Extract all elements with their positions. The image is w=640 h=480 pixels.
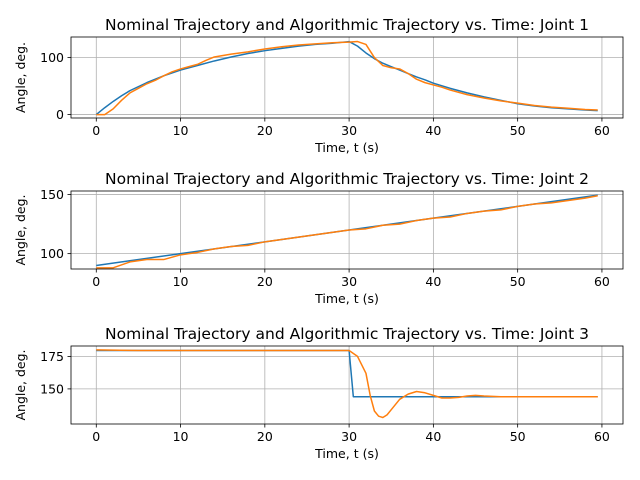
x-tick-label: 10 [173, 123, 189, 138]
series-line-2 [96, 349, 598, 419]
x-tick-label: 10 [173, 274, 189, 289]
y-axis-label: Angle, deg. [13, 194, 28, 265]
x-axis-label: Time, t (s) [314, 291, 379, 306]
plot-frame [70, 345, 624, 425]
x-axis-label: Time, t (s) [314, 140, 379, 155]
y-tick-label: 0 [56, 107, 64, 122]
x-tick-label: 30 [341, 274, 357, 289]
chart-title: Nominal Trajectory and Algorithmic Traje… [105, 170, 589, 188]
plot-frame [70, 36, 624, 119]
x-tick-label: 60 [594, 274, 610, 289]
plot-frame [70, 190, 624, 270]
y-tick-label: 150 [40, 381, 64, 396]
x-tick-label: 50 [510, 429, 526, 444]
x-tick-label: 20 [257, 429, 273, 444]
y-axis-label: Angle, deg. [13, 42, 28, 113]
x-tick-label: 40 [425, 429, 441, 444]
x-tick-label: 30 [341, 429, 357, 444]
subplot-2: 0 10 20 30 40 50 60 100 150 Nominal Trajectory an… [13, 170, 624, 306]
x-tick-label: 0 [92, 429, 100, 444]
series-line-2 [96, 40, 598, 116]
x-tick-label: 10 [173, 429, 189, 444]
x-tick-label: 50 [510, 123, 526, 138]
x-tick-label: 40 [425, 274, 441, 289]
series-line-1 [96, 349, 598, 398]
x-axis-label: Time, t (s) [314, 446, 379, 461]
x-tick-label: 50 [510, 274, 526, 289]
subplot-1: 0 10 20 30 40 50 60 0 100 Nominal Trajectory and … [13, 16, 624, 155]
y-axis-label: Angle, deg. [13, 349, 28, 420]
x-tick-label: 20 [257, 123, 273, 138]
y-tick-label: 175 [40, 349, 64, 364]
x-tick-label: 20 [257, 274, 273, 289]
y-tick-label: 150 [40, 187, 64, 202]
chart-title: Nominal Trajectory and Algorithmic Traje… [105, 325, 589, 343]
y-tick-label: 100 [40, 246, 64, 261]
x-tick-label: 30 [341, 123, 357, 138]
y-tick-label: 100 [40, 50, 64, 65]
x-tick-label: 60 [594, 123, 610, 138]
x-tick-label: 60 [594, 429, 610, 444]
x-tick-label: 0 [92, 274, 100, 289]
x-tick-label: 0 [92, 123, 100, 138]
x-tick-label: 40 [425, 123, 441, 138]
chart-title: Nominal Trajectory and Algorithmic Traje… [105, 16, 589, 34]
subplot-3: 0 10 20 30 40 50 60 150 175 Nominal Trajectory an… [13, 325, 624, 461]
series-line-2 [96, 194, 598, 269]
